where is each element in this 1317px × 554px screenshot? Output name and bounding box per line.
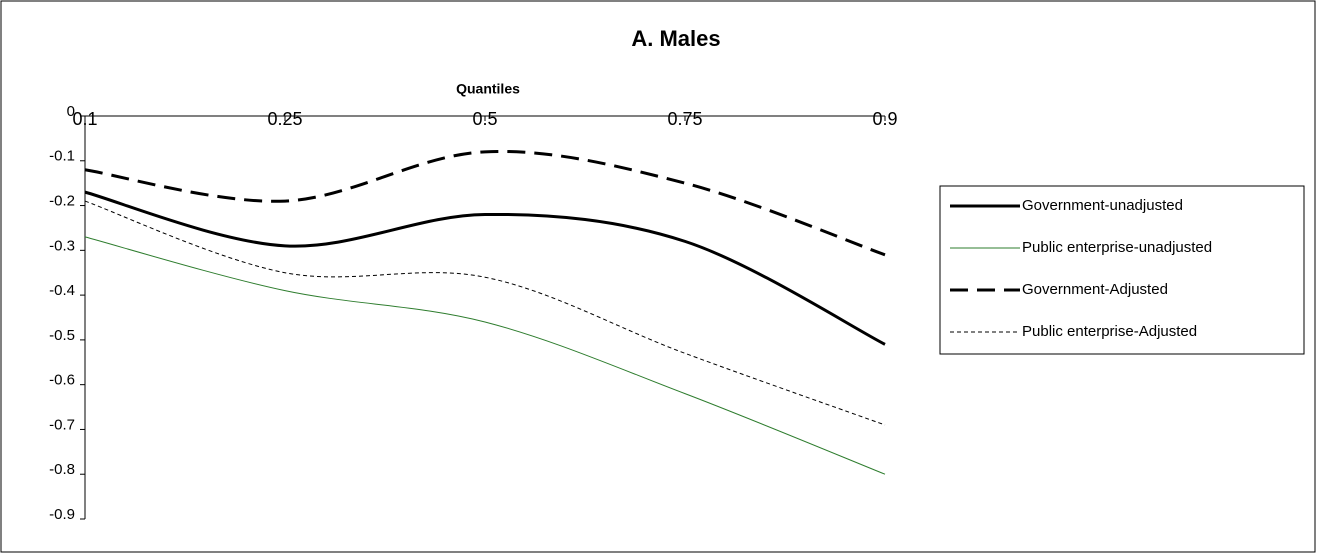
x-tick-label: 0.9 — [872, 109, 897, 129]
y-tick-label: -0.7 — [49, 416, 75, 433]
y-tick-label: -0.4 — [49, 282, 75, 299]
y-tick-label: -0.2 — [49, 193, 75, 210]
line — [84, 236, 886, 475]
x-tick-label: 0.1 — [72, 109, 97, 129]
x-axis-title: Quantiles — [456, 81, 520, 97]
x-tick-label: 0.75 — [667, 109, 702, 129]
x-tick-label: 0.25 — [267, 109, 302, 129]
y-tick-label: -0.1 — [49, 148, 75, 165]
line — [84, 149, 886, 257]
legend-box — [939, 185, 1305, 355]
y-tick-label: -0.6 — [49, 372, 75, 389]
y-tick-label: -0.5 — [49, 327, 75, 344]
legend-label: Government-Adjusted — [1022, 281, 1168, 298]
legend-label: Public enterprise-Adjusted — [1022, 323, 1197, 340]
chart-title: A. Males — [631, 26, 720, 51]
y-tick-label: -0.9 — [49, 506, 75, 523]
legend-label: Government-unadjusted — [1022, 197, 1183, 214]
legend-label: Public enterprise-unadjusted — [1022, 239, 1212, 256]
y-tick-label: -0.8 — [49, 461, 75, 478]
line — [84, 200, 886, 426]
y-tick-label: 0 — [67, 103, 75, 120]
line — [84, 190, 886, 346]
x-tick-label: 0.5 — [472, 109, 497, 129]
y-tick-label: -0.3 — [49, 237, 75, 254]
